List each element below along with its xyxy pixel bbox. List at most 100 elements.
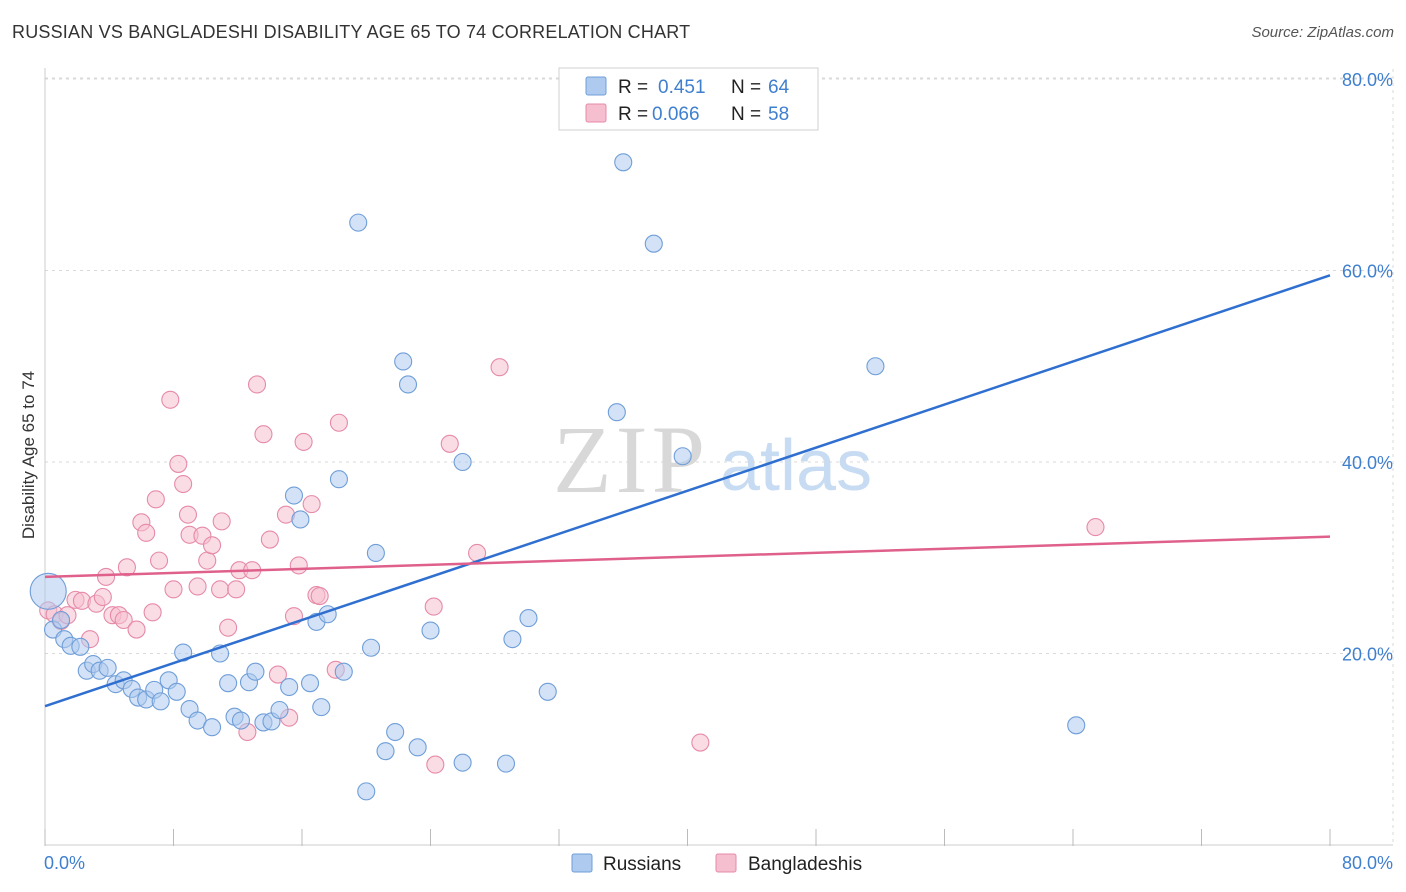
bangladeshis-point <box>227 580 246 599</box>
stats-legend: R = 0.451 N = 64 R = 0.066 N = 58 <box>558 67 819 131</box>
legend-r-value-1: 0.451 <box>658 77 706 98</box>
legend-r-label-2: R = <box>618 104 648 125</box>
russians-point <box>644 234 663 253</box>
bangladeshis-point <box>219 618 238 637</box>
russians-point <box>151 692 170 711</box>
legend-swatch-bangladeshis <box>585 103 607 123</box>
russians-trend-line <box>44 274 1331 708</box>
russians-point <box>421 621 440 640</box>
y-tick-label-80: 80.0% <box>1342 70 1393 90</box>
russians-point <box>866 357 885 376</box>
russians-point <box>408 738 427 757</box>
bangladeshis-point <box>310 586 329 606</box>
bangladeshis-point <box>1086 518 1105 537</box>
russians-point <box>614 153 633 172</box>
russians-point <box>362 638 381 657</box>
russians-point <box>231 711 251 730</box>
russians-point <box>334 662 353 681</box>
bangladeshis-point <box>294 432 313 451</box>
bangladeshis-point <box>146 490 165 509</box>
bangladeshis-point <box>198 551 217 570</box>
bottom-legend-swatch-russians <box>571 853 593 873</box>
bangladeshis-points <box>39 358 1105 774</box>
russians-point <box>270 700 289 720</box>
russians-point <box>673 447 692 466</box>
legend-r-label-1: R = <box>618 77 648 98</box>
russians-point <box>52 610 71 630</box>
russians-point <box>394 352 413 371</box>
russians-point <box>280 677 299 697</box>
bangladeshis-point <box>247 375 267 394</box>
y-tick-label-20: 20.0% <box>1342 645 1393 665</box>
bangladeshis-point <box>212 512 231 531</box>
russians-point <box>219 674 238 693</box>
x-tick-label-max: 80.0% <box>1342 853 1393 873</box>
russians-point <box>519 609 538 628</box>
russians-point <box>366 543 385 563</box>
legend-n-value-1: 64 <box>768 77 790 98</box>
bangladeshis-point <box>93 587 112 607</box>
bangladeshis-point <box>426 755 445 774</box>
russians-point <box>71 637 90 656</box>
russians-point <box>29 572 67 610</box>
russians-point <box>98 658 117 677</box>
legend-swatch-russians <box>585 76 607 96</box>
bottom-legend-russians: Russians <box>603 854 681 875</box>
russians-point <box>503 630 522 649</box>
y-axis-title: Disability Age 65 to 74 <box>19 371 38 539</box>
russians-point <box>300 674 320 693</box>
bangladeshis-point <box>440 434 459 453</box>
bangladeshis-point <box>424 597 443 616</box>
y-tick-labels: 20.0% 40.0% 60.0% 80.0% <box>1342 70 1393 665</box>
bangladeshis-point <box>137 523 156 542</box>
russians-point <box>357 782 376 801</box>
bangladeshis-point <box>114 610 133 630</box>
bangladeshis-point <box>161 390 180 409</box>
bangladeshis-point <box>117 558 136 577</box>
bangladeshis-point <box>143 603 162 622</box>
russians-point <box>386 722 405 742</box>
russians-point <box>167 682 186 701</box>
russians-point <box>496 754 516 773</box>
bangladeshis-point <box>260 530 279 549</box>
russians-point <box>398 375 418 394</box>
bangladeshis-point <box>203 536 222 555</box>
bangladeshis-point <box>178 505 198 524</box>
russians-point <box>607 403 626 422</box>
bangladeshis-point <box>211 580 230 599</box>
russians-point <box>203 718 222 737</box>
bangladeshis-point <box>691 733 710 752</box>
legend-n-label-1: N = <box>731 77 761 98</box>
watermark-atlas: atlas <box>720 426 872 506</box>
y-tick-label-60: 60.0% <box>1342 262 1393 282</box>
bangladeshis-point <box>302 495 321 514</box>
bangladeshis-point <box>268 665 287 684</box>
bangladeshis-point <box>149 551 169 570</box>
y-tick-label-40: 40.0% <box>1342 453 1393 473</box>
russians-point <box>312 698 331 717</box>
bangladeshis-point <box>174 474 193 494</box>
legend-r-value-2: 0.066 <box>652 104 700 125</box>
bottom-legend-bangladeshis: Bangladeshis <box>748 854 862 875</box>
russians-point <box>453 452 472 472</box>
russians-point <box>453 753 472 772</box>
russians-points <box>29 71 1086 801</box>
bangladeshis-trend-line <box>44 535 1331 579</box>
russians-point <box>349 213 368 232</box>
bangladeshis-point <box>188 577 207 596</box>
russians-point <box>291 510 310 529</box>
bangladeshis-point <box>289 556 308 575</box>
bangladeshis-point <box>490 358 509 377</box>
series-legend: Russians Bangladeshis <box>571 853 862 875</box>
russians-point <box>246 662 265 681</box>
bottom-legend-swatch-bangladeshis <box>715 853 737 873</box>
chart-title: RUSSIAN VS BANGLADESHI DISABILITY AGE 65… <box>12 22 691 42</box>
bangladeshis-point <box>164 580 183 599</box>
bangladeshis-point <box>96 567 116 586</box>
bangladeshis-point <box>127 620 146 639</box>
x-tick-label-min: 0.0% <box>44 853 85 873</box>
bangladeshis-point <box>254 425 273 444</box>
russians-point <box>1067 716 1086 735</box>
legend-n-value-2: 58 <box>768 104 789 125</box>
